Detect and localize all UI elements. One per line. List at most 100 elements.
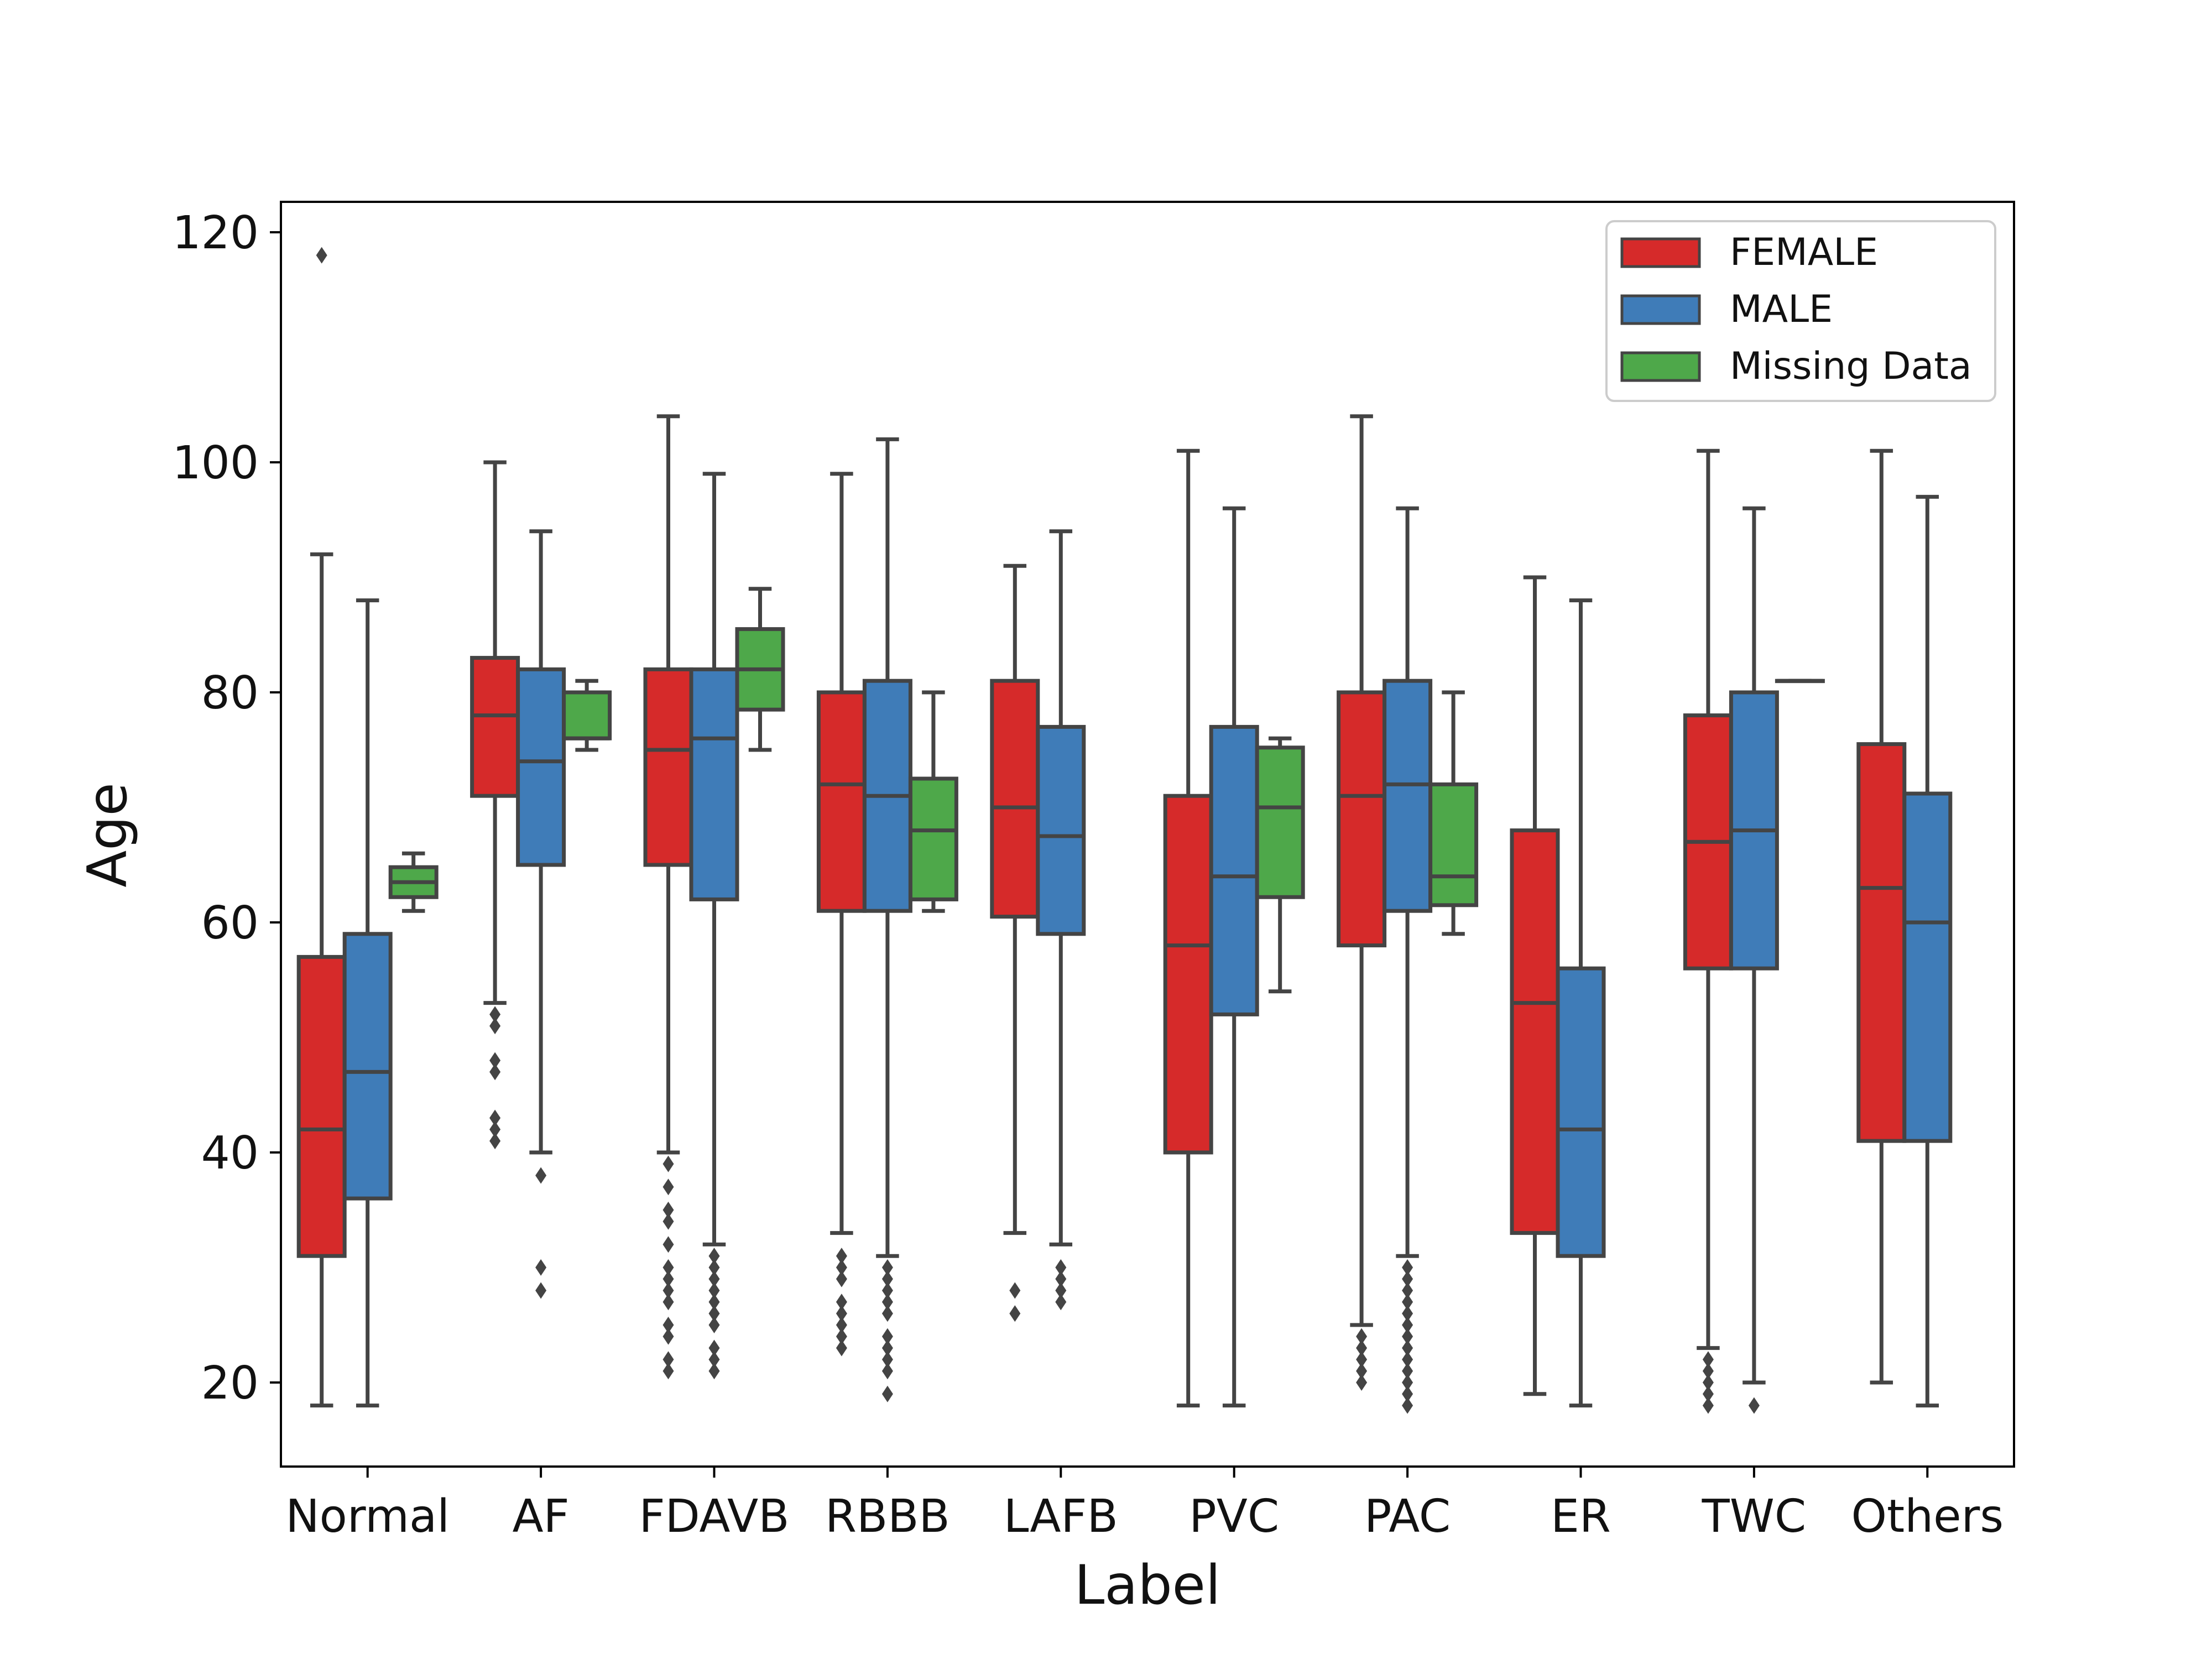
outlier-6 xyxy=(1402,1328,1413,1345)
outlier-0 xyxy=(881,1259,893,1276)
legend-swatch-missing-data xyxy=(1620,351,1701,382)
outlier-4 xyxy=(489,1109,501,1126)
outlier-0 xyxy=(316,247,327,264)
x-tick-label-fdavb: FDAVB xyxy=(639,1490,789,1543)
outlier-0 xyxy=(1356,1328,1368,1345)
box-iqr xyxy=(1510,828,1560,1235)
x-tick-label-others: Others xyxy=(1851,1490,2004,1543)
box-iqr xyxy=(1902,791,1953,1143)
box-male-others xyxy=(1902,494,1953,1408)
outlier-5 xyxy=(1402,1317,1413,1333)
outlier-7 xyxy=(662,1282,674,1299)
outlier-9 xyxy=(662,1317,674,1333)
outlier-4 xyxy=(708,1293,720,1311)
x-tick-label-af: AF xyxy=(512,1490,569,1543)
outlier-6 xyxy=(489,1133,501,1150)
outlier-0 xyxy=(1748,1397,1760,1414)
outlier-3 xyxy=(489,1063,501,1081)
outlier-4 xyxy=(881,1305,893,1322)
outlier-5 xyxy=(489,1121,501,1138)
x-tick-label-twc: TWC xyxy=(1702,1490,1806,1543)
outlier-4 xyxy=(836,1305,847,1322)
box-missing-data-normal xyxy=(388,851,439,913)
outlier-3 xyxy=(1356,1363,1368,1380)
outlier-2 xyxy=(1356,1351,1368,1368)
y-tick-label-60: 60 xyxy=(201,897,259,950)
outlier-0 xyxy=(1009,1282,1021,1299)
outlier-1 xyxy=(489,1018,501,1035)
legend-swatch-male xyxy=(1620,294,1701,325)
box-iqr xyxy=(342,932,393,1201)
legend: FEMALE MALE Missing Data xyxy=(1605,220,1996,402)
outlier-2 xyxy=(662,1202,674,1218)
box-iqr xyxy=(562,690,612,740)
outlier-0 xyxy=(489,1006,501,1023)
box-iqr xyxy=(1255,745,1305,899)
box-iqr xyxy=(1556,966,1606,1258)
box-iqr xyxy=(1428,782,1479,907)
outlier-2 xyxy=(535,1282,547,1299)
outlier-8 xyxy=(708,1351,720,1368)
outlier-0 xyxy=(1055,1259,1067,1276)
outlier-3 xyxy=(1055,1293,1067,1311)
legend-label-male: MALE xyxy=(1730,288,1833,331)
outlier-3 xyxy=(1402,1293,1413,1311)
outlier-2 xyxy=(708,1270,720,1287)
plot-area xyxy=(296,247,1953,1414)
outlier-1 xyxy=(708,1259,720,1276)
box-iqr xyxy=(1383,679,1433,913)
box-missing-data-rbbb xyxy=(908,690,958,913)
box-male-fdavb xyxy=(689,472,739,1380)
outlier-1 xyxy=(881,1270,893,1287)
outlier-2 xyxy=(1055,1282,1067,1299)
box-female-twc xyxy=(1683,448,1733,1414)
outlier-10 xyxy=(662,1328,674,1345)
y-axis-title: Age xyxy=(76,782,139,888)
outlier-7 xyxy=(708,1339,720,1357)
box-iqr xyxy=(1036,724,1086,936)
box-male-af xyxy=(516,529,566,1299)
outlier-11 xyxy=(662,1351,674,1368)
box-iqr xyxy=(643,667,693,867)
box-female-pac xyxy=(1337,414,1387,1391)
x-axis-title: Label xyxy=(1074,1554,1220,1617)
outlier-10 xyxy=(1402,1374,1413,1391)
box-male-pac xyxy=(1383,506,1433,1414)
box-iqr xyxy=(689,667,739,901)
box-male-twc xyxy=(1729,506,1779,1414)
outlier-6 xyxy=(662,1270,674,1287)
outlier-6 xyxy=(881,1339,893,1357)
outlier-5 xyxy=(662,1259,674,1276)
legend-swatch-female xyxy=(1620,237,1701,268)
x-tick-label-rbbb: RBBB xyxy=(825,1490,950,1543)
box-female-others xyxy=(1856,448,1907,1385)
outlier-7 xyxy=(836,1339,847,1357)
x-tick-label-pvc: PVC xyxy=(1189,1490,1279,1543)
x-axis: Normal AF FDAVB RBBB LAFB PVC PAC ER TWC Others xyxy=(285,1467,2004,1543)
outlier-2 xyxy=(881,1282,893,1299)
outlier-4 xyxy=(1402,1305,1413,1322)
outlier-12 xyxy=(1402,1397,1413,1414)
outlier-8 xyxy=(881,1363,893,1380)
box-female-rbbb xyxy=(816,472,867,1357)
y-tick-label-20: 20 xyxy=(201,1357,259,1410)
y-axis: 20 40 60 80 100 120 xyxy=(172,207,281,1410)
outlier-4 xyxy=(1702,1397,1714,1414)
box-missing-data-fdavb xyxy=(735,587,785,752)
box-iqr xyxy=(470,656,520,798)
x-tick-label-pac: PAC xyxy=(1364,1490,1451,1543)
plot-frame xyxy=(280,201,2015,1468)
outlier-1 xyxy=(1702,1363,1714,1380)
box-iqr xyxy=(1337,690,1387,948)
outlier-7 xyxy=(881,1351,893,1368)
outlier-4 xyxy=(662,1236,674,1253)
outlier-6 xyxy=(708,1317,720,1333)
outlier-3 xyxy=(708,1282,720,1299)
legend-label-female: FEMALE xyxy=(1730,231,1878,274)
outlier-4 xyxy=(1356,1374,1368,1391)
box-iqr xyxy=(516,667,566,867)
box-male-er xyxy=(1556,598,1606,1408)
legend-label-missing-data: Missing Data xyxy=(1730,345,1972,388)
box-female-er xyxy=(1510,575,1560,1396)
